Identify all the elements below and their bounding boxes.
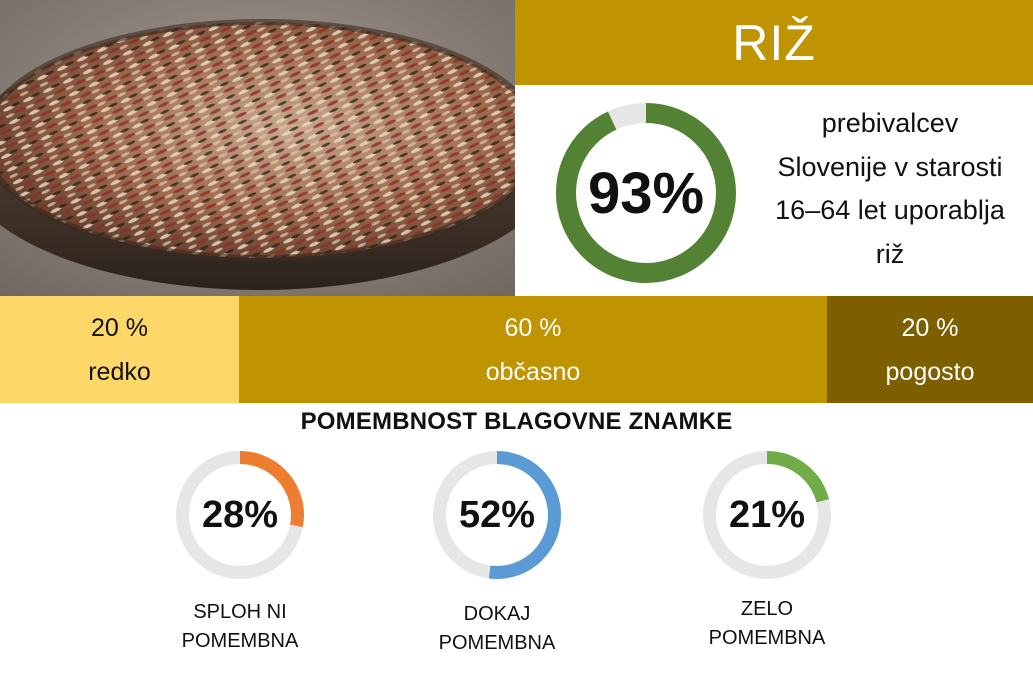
donut-arc: [176, 451, 304, 579]
hero-donut: 93%: [553, 100, 739, 286]
donut-percent: 21%: [728, 493, 806, 536]
donut-label-line-1: DOKAJ: [463, 603, 531, 625]
frequency-segment-occasionally: 60 % občasno: [239, 296, 827, 403]
title-bar: RIŽ: [515, 0, 1033, 85]
hero-description: prebivalcev Slovenije v starosti 16–64 l…: [752, 102, 1028, 276]
donut-percent: 28%: [201, 493, 279, 536]
page-title: RIŽ: [732, 14, 816, 71]
hero-line-3: 16–64 let uporablja: [775, 195, 1005, 225]
frequency-often-label: pogosto: [885, 357, 975, 386]
brand-donut-not-important: 28% SPLOH NI POMEMBNA: [173, 448, 307, 652]
donut-label: SPLOH NI POMEMBNA: [123, 598, 357, 656]
donut-label: ZELO POMEMBNA: [650, 595, 884, 653]
brand-donut-very-important: 21% ZELO POMEMBNA: [700, 448, 834, 649]
donut-label-line-1: SPLOH NI: [193, 601, 287, 623]
hero-line-1: prebivalcev: [821, 108, 959, 138]
frequency-occasionally-label: občasno: [485, 357, 581, 386]
donut-label-line-2: POMEMBNA: [181, 630, 299, 652]
donut-label-line-1: ZELO: [740, 598, 794, 620]
donut-label: DOKAJ POMEMBNA: [380, 600, 614, 658]
donut-arc: [433, 451, 561, 579]
brand-importance-title: POMEMBNOST BLAGOVNE ZNAMKE: [300, 408, 733, 435]
donut-label-line-2: POMEMBNA: [438, 632, 556, 654]
frequency-rarely-label: redko: [88, 357, 151, 386]
frequency-occasionally-percent: 60 %: [504, 313, 562, 342]
hero-donut-ring: [556, 103, 736, 283]
frequency-segment-often: 20 % pogosto: [827, 296, 1033, 403]
donut-percent: 52%: [458, 493, 536, 536]
frequency-often-percent: 20 %: [901, 313, 959, 342]
hero-percent: 93%: [587, 160, 705, 226]
rice-bowl-photo: [0, 0, 515, 296]
brand-donut-fairly-important: 52% DOKAJ POMEMBNA: [430, 448, 564, 654]
hero-line-2: Slovenije v starosti: [777, 151, 1003, 182]
donut-label-line-2: POMEMBNA: [708, 627, 826, 649]
hero-line-4: riž: [875, 238, 905, 269]
donut-arc: [703, 451, 831, 579]
frequency-segment-rarely: 20 % redko: [0, 296, 239, 403]
hero-donut-arc: [556, 103, 736, 283]
frequency-rarely-percent: 20 %: [91, 313, 148, 342]
